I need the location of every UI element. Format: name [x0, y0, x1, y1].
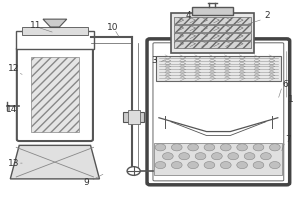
FancyBboxPatch shape	[153, 43, 284, 181]
Bar	[154, 143, 282, 175]
Circle shape	[253, 162, 264, 169]
Bar	[174, 17, 251, 24]
Bar	[174, 41, 251, 48]
Text: 4: 4	[186, 11, 191, 20]
Polygon shape	[43, 19, 67, 27]
Bar	[156, 56, 281, 81]
Circle shape	[244, 153, 255, 160]
Circle shape	[171, 144, 182, 151]
Text: 3: 3	[152, 56, 157, 65]
Circle shape	[127, 167, 140, 175]
Circle shape	[195, 153, 206, 160]
Circle shape	[237, 162, 248, 169]
Circle shape	[220, 144, 231, 151]
Text: 10: 10	[107, 23, 118, 32]
Circle shape	[155, 162, 166, 169]
Text: 7: 7	[285, 135, 291, 144]
Bar	[192, 7, 233, 15]
Bar	[174, 33, 251, 40]
Text: 14: 14	[6, 105, 17, 114]
Bar	[174, 25, 251, 32]
Circle shape	[171, 162, 182, 169]
Bar	[128, 110, 140, 124]
Bar	[171, 13, 254, 53]
Polygon shape	[10, 145, 100, 179]
Bar	[22, 27, 88, 35]
Circle shape	[188, 144, 198, 151]
Circle shape	[204, 144, 215, 151]
Bar	[123, 112, 144, 122]
Bar	[31, 57, 79, 132]
Text: 9: 9	[83, 178, 89, 187]
FancyBboxPatch shape	[17, 47, 93, 141]
Text: 11: 11	[30, 21, 41, 30]
Circle shape	[269, 162, 280, 169]
FancyBboxPatch shape	[147, 39, 290, 185]
Circle shape	[261, 153, 271, 160]
Circle shape	[163, 153, 173, 160]
Text: 12: 12	[8, 64, 19, 73]
Circle shape	[237, 144, 248, 151]
Circle shape	[269, 144, 280, 151]
Circle shape	[188, 162, 198, 169]
Bar	[16, 31, 94, 49]
Text: 2: 2	[265, 11, 270, 20]
Text: 1: 1	[288, 96, 294, 104]
Circle shape	[253, 144, 264, 151]
Text: 13: 13	[8, 159, 19, 168]
Circle shape	[228, 153, 238, 160]
Text: 6: 6	[282, 80, 288, 89]
Circle shape	[220, 162, 231, 169]
Circle shape	[179, 153, 190, 160]
Circle shape	[204, 162, 215, 169]
Circle shape	[212, 153, 222, 160]
Circle shape	[155, 144, 166, 151]
